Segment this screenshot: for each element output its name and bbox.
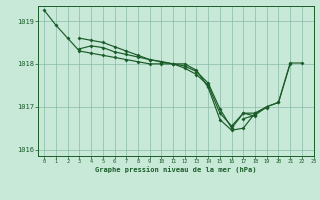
X-axis label: Graphe pression niveau de la mer (hPa): Graphe pression niveau de la mer (hPa) [95, 166, 257, 173]
